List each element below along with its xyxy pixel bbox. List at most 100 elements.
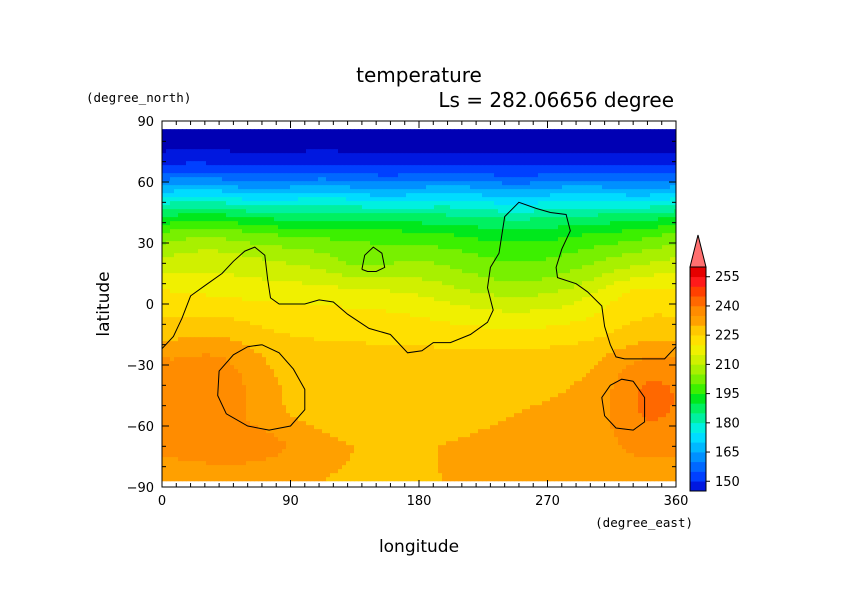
field-cell (610, 133, 615, 138)
field-cell (618, 133, 623, 138)
field-cell (242, 281, 247, 286)
field-cell (270, 145, 275, 150)
field-cell (594, 185, 599, 190)
field-cell (386, 141, 391, 146)
field-cell (354, 145, 359, 150)
field-cell (510, 165, 515, 170)
field-cell (498, 145, 503, 150)
field-cell (326, 245, 331, 250)
field-cell (254, 133, 259, 138)
field-cell (542, 233, 547, 238)
field-cell (230, 201, 235, 206)
field-cell (162, 133, 167, 138)
field-cell (238, 241, 243, 246)
field-cell (182, 161, 187, 166)
field-cell (210, 181, 215, 186)
field-cell (638, 129, 643, 134)
field-cell (646, 233, 651, 238)
field-cell (386, 261, 391, 266)
field-cell (390, 145, 395, 150)
field-cell (230, 225, 235, 230)
field-cell (274, 257, 279, 262)
field-cell (370, 265, 375, 270)
field-cell (358, 273, 363, 278)
field-cell (350, 229, 355, 234)
field-cell (330, 185, 335, 190)
field-cell (182, 249, 187, 254)
field-cell (498, 185, 503, 190)
field-cell (594, 225, 599, 230)
field-cell (570, 217, 575, 222)
field-cell (398, 173, 403, 178)
field-cell (398, 205, 403, 210)
field-cell (502, 225, 507, 230)
field-cell (482, 189, 487, 194)
field-cell (462, 273, 467, 278)
field-cell (598, 257, 603, 262)
field-cell (166, 257, 171, 262)
field-cell (282, 201, 287, 206)
field-cell (566, 141, 571, 146)
field-cell (194, 273, 199, 278)
field-cell (502, 261, 507, 266)
field-cell (566, 181, 571, 186)
field-cell (490, 181, 495, 186)
field-cell (414, 201, 419, 206)
field-cell (618, 197, 623, 202)
field-cell (334, 265, 339, 270)
field-cell (570, 169, 575, 174)
field-cell (182, 221, 187, 226)
field-cell (270, 209, 275, 214)
field-cell (666, 177, 671, 182)
field-cell (586, 221, 591, 226)
field-cell (506, 273, 511, 278)
field-cell (602, 213, 607, 218)
field-cell (226, 237, 231, 242)
field-cell (478, 273, 483, 278)
field-cell (502, 149, 507, 154)
field-cell (406, 237, 411, 242)
field-cell (606, 173, 611, 178)
field-cell (198, 137, 203, 142)
field-cell (422, 225, 427, 230)
field-cell (554, 213, 559, 218)
field-cell (550, 129, 555, 134)
field-cell (346, 225, 351, 230)
field-cell (370, 249, 375, 254)
field-cell (650, 261, 655, 266)
field-cell (602, 193, 607, 198)
field-cell (490, 225, 495, 230)
field-cell (262, 129, 267, 134)
field-cell (410, 225, 415, 230)
field-cell (222, 257, 227, 262)
field-cell (262, 241, 267, 246)
field-cell (194, 189, 199, 194)
field-cell (322, 281, 327, 286)
field-cell (522, 149, 527, 154)
field-cell (626, 201, 631, 206)
field-cell (174, 205, 179, 210)
field-cell (430, 237, 435, 242)
field-cell (466, 177, 471, 182)
field-cell (574, 157, 579, 162)
field-cell (166, 213, 171, 218)
field-cell (518, 193, 523, 198)
field-cell (194, 213, 199, 218)
field-cell (458, 249, 463, 254)
field-cell (654, 193, 659, 198)
field-cell (578, 129, 583, 134)
field-cell (410, 177, 415, 182)
field-cell (162, 249, 167, 254)
field-cell (566, 269, 571, 274)
field-cell (242, 161, 247, 166)
field-cell (590, 205, 595, 210)
field-cell (558, 213, 563, 218)
field-cell (346, 265, 351, 270)
field-cell (262, 173, 267, 178)
field-cell (590, 201, 595, 206)
field-cell (430, 157, 435, 162)
field-cell (674, 185, 677, 190)
field-cell (298, 253, 303, 258)
field-cell (458, 169, 463, 174)
field-cell (290, 169, 295, 174)
